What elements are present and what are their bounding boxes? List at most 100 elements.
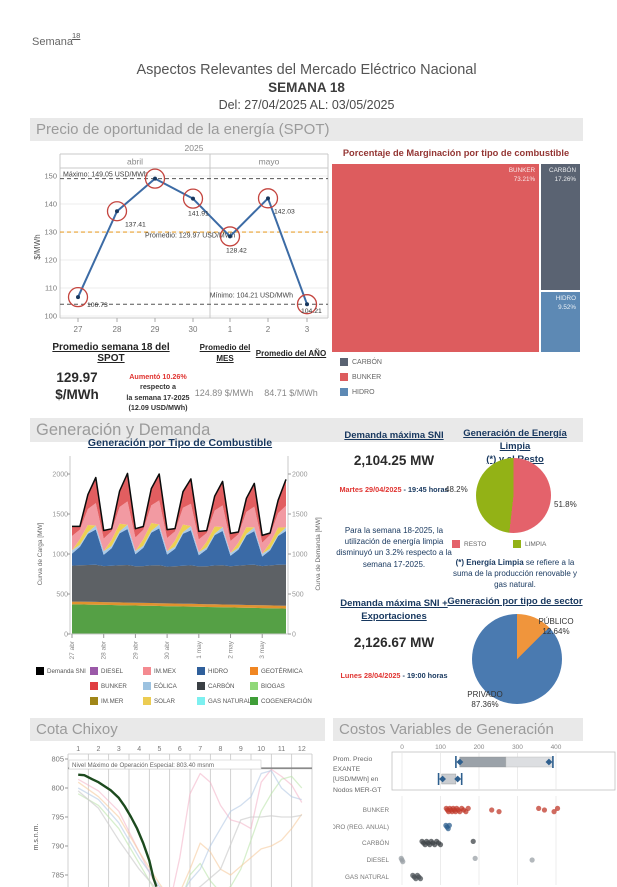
footnote-bold: (*) Energía Limpia [455,558,524,567]
svg-text:150: 150 [44,172,57,181]
treemap-legend-bunker: BUNKER [340,373,382,381]
demand-export-date-text: Lunes 28/04/2025 [340,671,401,680]
area-legend-solar: SOLAR [143,697,175,705]
svg-text:104.21: 104.21 [301,308,322,315]
svg-text:2 may: 2 may [228,640,235,658]
area-legend-carb-n: CARBÓN [197,682,234,690]
costos-chart-wrap: Prom. Precio EXANTE [USD/MWh] en Nodos MER-… [325,742,617,887]
svg-text:6: 6 [178,746,182,753]
pie-sector-publico-label: PÚBLICO 12.64% [527,617,585,638]
svg-text:9: 9 [239,746,243,753]
area-legend-gas-natural: GAS NATURAL [197,697,251,705]
svg-text:HIDRO (REG. ANUAL): HIDRO (REG. ANUAL) [333,824,389,831]
svg-text:DIESEL: DIESEL [367,857,390,864]
section-costos-header: Costos Variables de Generación [333,718,583,741]
treemap-box-hidro: HIDRO 9.52% [541,291,580,352]
pie-sector-privado-label: PRIVADO 87.36% [455,690,515,711]
svg-text:$/MWh: $/MWh [33,234,42,259]
svg-text:5: 5 [158,746,162,753]
svg-text:110: 110 [45,284,57,293]
svg-text:BUNKER: BUNKER [363,807,390,814]
demand-sni-title: Demanda máxima SNI [344,430,444,441]
svg-text:Nivel Máximo de Operación Espe: Nivel Máximo de Operación Especial: 803.… [72,762,214,769]
year-avg-value: 84.71 $/MWh [264,388,318,398]
demand-sni-date-text: Martes 29/04/2025 [339,485,402,494]
svg-text:1000: 1000 [292,552,308,559]
svg-text:30 abr: 30 abr [164,640,171,659]
svg-text:3: 3 [117,746,121,753]
area-legend-geot-rmica: GEOTÉRMICA [250,667,303,675]
legend-limpia: LIMPIA [513,540,546,548]
svg-text:120: 120 [44,256,57,265]
exante-label-line: EXANTE [333,766,361,774]
svg-text:Curva de Demanda [MW]: Curva de Demanda [MW] [315,517,322,591]
svg-text:10: 10 [257,746,265,753]
svg-text:1 may: 1 may [196,640,203,658]
svg-text:1: 1 [228,325,233,334]
svg-text:mayo: mayo [259,157,280,167]
area-legend-demanda-sni: Demanda SNI [36,667,86,675]
sector-pie-chart [472,614,562,704]
area-chart-title: Generación por Tipo de Combustible [87,437,273,449]
svg-text:27: 27 [74,325,83,334]
footnote-rest: se refiere a la suma de la producción re… [452,558,578,589]
svg-text:137.41: 137.41 [125,221,146,228]
spot-week-avg-unit: $/MWh [55,386,99,402]
svg-text:2025: 2025 [185,143,204,153]
treemap-title: Porcentaje de Marginación por tipo de co… [342,148,570,158]
svg-text:Promedio: 129.97 USD/MWh: Promedio: 129.97 USD/MWh [145,233,235,240]
svg-text:27 abr: 27 abr [69,640,76,659]
svg-text:0: 0 [400,744,404,751]
svg-text:128.42: 128.42 [226,247,247,254]
pie-limpia-left-label: 48.2% [445,485,468,494]
svg-text:1500: 1500 [292,512,308,519]
area-legend-biogas: BIOGAS [250,682,285,690]
privado-label: PRIVADO [467,690,503,699]
demand-sni-value: 2,104.25 MW [353,453,435,468]
svg-text:142.03: 142.03 [274,208,295,215]
pie-sector-title: Generación por tipo de sector [447,596,583,607]
marginacion-treemap: BUNKER 73.21% CARBÓN 17.26% HIDRO 9.52% [332,164,580,352]
treemap-box-bunker: BUNKER 73.21% [332,164,540,352]
svg-text:3 may: 3 may [259,640,266,658]
spot-week-avg-number: 129.97 [56,370,98,385]
svg-text:GAS NATURAL: GAS NATURAL [345,874,389,881]
svg-text:12: 12 [298,746,306,753]
area-legend-e-lica: EÓLICA [143,682,177,690]
svg-text:805: 805 [51,755,64,764]
treemap-legend-hidro: HIDRO [340,388,382,396]
svg-text:130: 130 [44,228,57,237]
generation-stacked-area-chart: 0 0 500 500 1000 1000 1500 1500 2000 2000 Curva de… [37,456,322,659]
svg-text:200: 200 [474,744,485,751]
svg-text:140: 140 [44,200,57,209]
year-avg-title: Promedio del AÑO [255,349,327,358]
week-label: Semana [32,36,73,48]
svg-text:100: 100 [44,312,57,321]
svg-text:500: 500 [56,592,68,599]
limpia-label: LIMPIA [525,540,547,548]
svg-text:300: 300 [512,744,523,751]
area-legend-hidro: HIDRO [197,667,228,675]
area-chart-legend: Demanda SNI DIESEL BUNKER IM.MER IM.MEX EÓLIC… [30,666,330,712]
demand-sni-date: Martes 29/04/2025 - 19:45 horas [333,485,455,494]
page-subtitle: SEMANA 18 [268,80,345,95]
svg-text:500: 500 [292,592,304,599]
month-avg-title: Promedio del MES [199,343,251,364]
svg-text:Mínimo: 104.21 USD/MWh: Mínimo: 104.21 USD/MWh [210,293,293,300]
demand-export-title: Demanda máxima SNI + Exportaciones [340,598,448,622]
svg-text:400: 400 [551,744,562,751]
month-avg-value: 124.89 $/MWh [194,388,254,398]
exante-axis-label: Prom. Precio EXANTE [USD/MWh] en Nodos MER-… [333,755,393,796]
spot-week-avg-title: Promedio semana 18 del SPOT [52,342,170,364]
exante-label-line: Nodos MER-GT [333,786,382,794]
pie-limpia-title-line1: Generación de Energía Limpia [463,428,567,452]
svg-text:2000: 2000 [52,472,68,479]
clean-energy-note: Para la semana 18-2025, la utilización d… [336,526,452,569]
svg-text:abril: abril [127,157,143,167]
limpia-swatch [513,540,521,548]
demand-export-value: 2,126.67 MW [353,635,435,650]
spot-change-line3: (12.09 USD/MWh) [128,403,188,413]
